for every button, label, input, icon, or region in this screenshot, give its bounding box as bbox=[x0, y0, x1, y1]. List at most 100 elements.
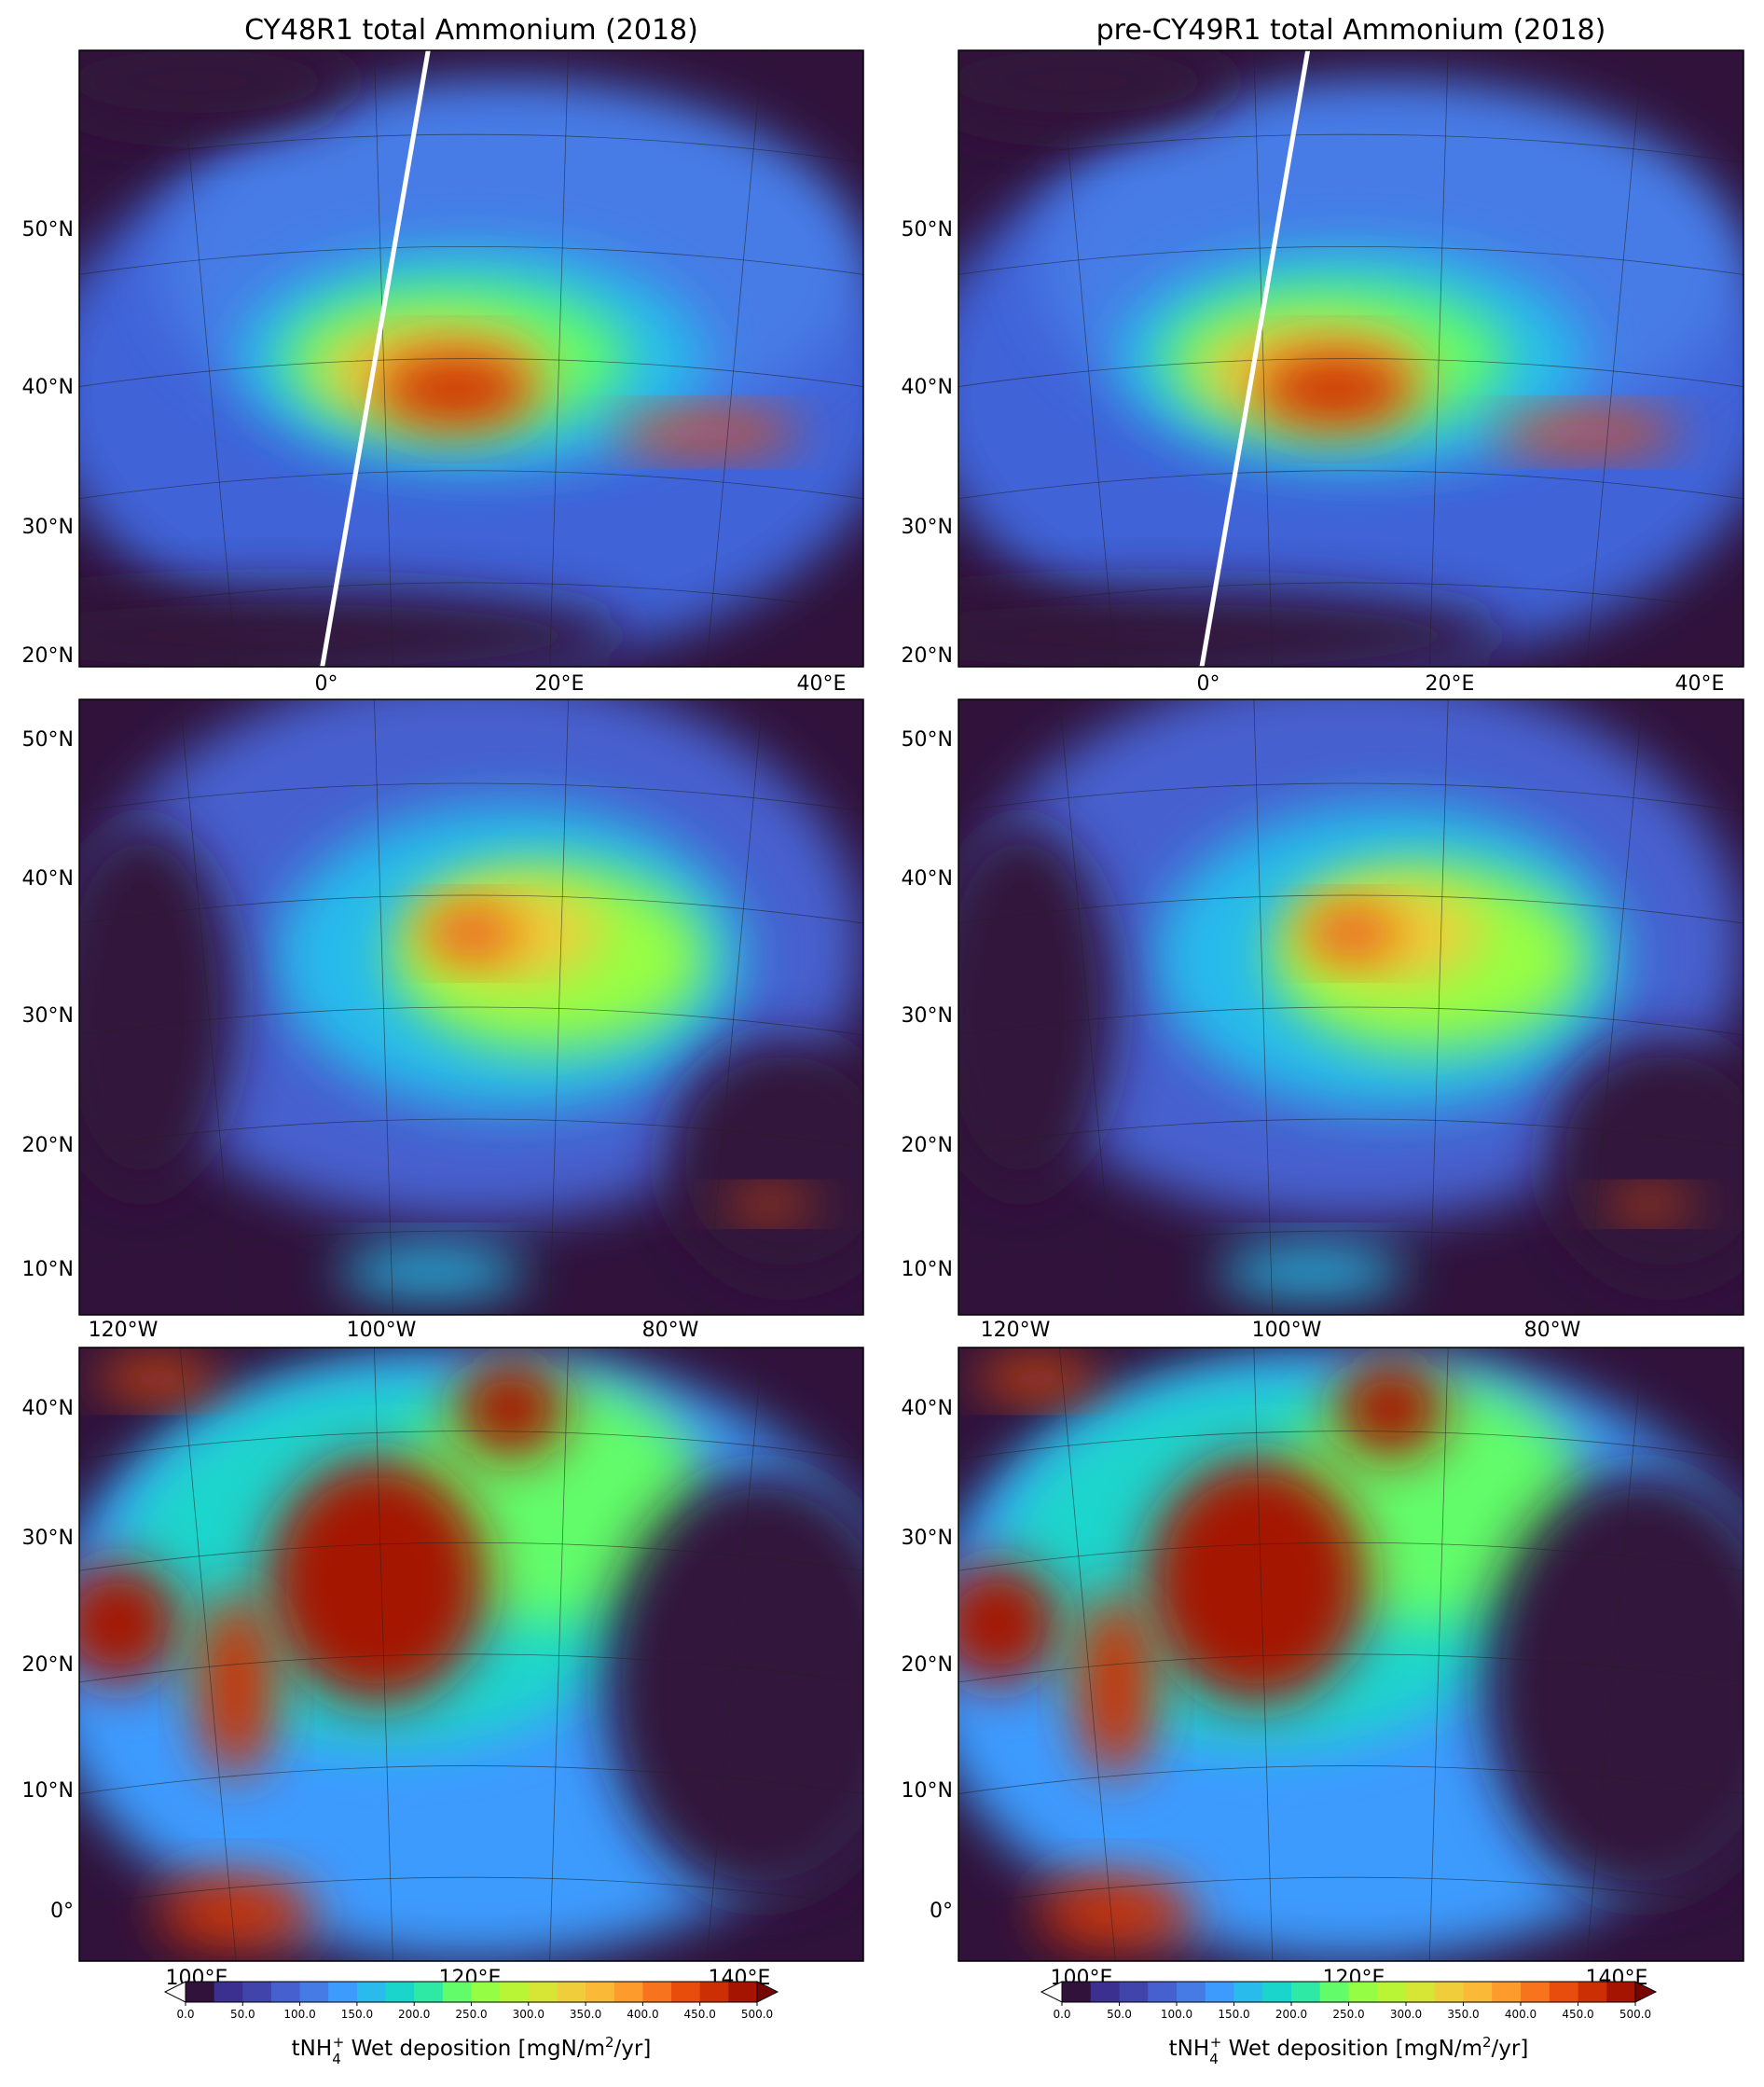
colorbar-bin bbox=[1492, 1982, 1521, 2002]
colorbar-tick-label: 150.0 bbox=[1218, 2008, 1249, 2021]
colorbar-label-part: tNH bbox=[1169, 2037, 1210, 2061]
field-region bbox=[1602, 1192, 1696, 1216]
colorbar-bin bbox=[614, 1982, 643, 2002]
lon-label: 40°E bbox=[797, 672, 847, 696]
lat-label: 40°N bbox=[902, 867, 953, 891]
colorbar-bin bbox=[328, 1982, 357, 2002]
lat-label: 30°N bbox=[22, 1527, 74, 1550]
colorbar-bin bbox=[1578, 1982, 1607, 2002]
field-region bbox=[1257, 352, 1413, 426]
colorbar-tick-label: 200.0 bbox=[398, 2008, 430, 2021]
lat-label: 50°N bbox=[902, 728, 953, 752]
colorbar-label: tNH4+ Wet deposition [mgN/m2/yr] bbox=[1169, 2034, 1529, 2067]
field-region bbox=[378, 352, 534, 426]
colorbar-bin bbox=[242, 1982, 271, 2002]
field-region bbox=[197, 1593, 275, 1776]
colorbar-tick-label: 150.0 bbox=[341, 2008, 373, 2021]
field-region bbox=[668, 1038, 903, 1284]
field-region bbox=[613, 414, 801, 451]
field-region bbox=[1493, 414, 1681, 451]
panel-title: pre-CY49R1 total Ammonium (2018) bbox=[1096, 14, 1606, 47]
field-region bbox=[40, 32, 353, 131]
colorbar-bin bbox=[1177, 1982, 1206, 2002]
lat-label: 30°N bbox=[902, 516, 953, 539]
field-region bbox=[95, 1360, 221, 1396]
colorbar-bin bbox=[1550, 1982, 1578, 2002]
colorbar-bin bbox=[1349, 1982, 1378, 2002]
field-region bbox=[456, 1360, 566, 1458]
field-region bbox=[1218, 1247, 1406, 1296]
colorbar-label-part: + bbox=[1210, 2034, 1222, 2051]
field-region bbox=[1303, 908, 1398, 958]
colorbar-bin bbox=[271, 1982, 300, 2002]
colorbar-label-part: + bbox=[333, 2034, 345, 2051]
colorbar-label-part: tNH bbox=[292, 2037, 333, 2061]
panel-title: CY48R1 total Ammonium (2018) bbox=[244, 14, 698, 47]
lat-label: 40°N bbox=[902, 376, 953, 399]
colorbar-tick-label: 500.0 bbox=[1619, 2008, 1651, 2021]
lat-label: 10°N bbox=[22, 1779, 74, 1803]
colorbar-tick-label: 50.0 bbox=[230, 2008, 255, 2021]
colorbar-label-part: 2 bbox=[1482, 2034, 1492, 2051]
colorbar-bin bbox=[472, 1982, 501, 2002]
colorbar-tick-label: 0.0 bbox=[176, 2008, 194, 2021]
lat-label: 40°N bbox=[22, 1397, 74, 1420]
colorbar-label-part: Wet deposition [mgN/m bbox=[1221, 2037, 1482, 2061]
lat-label: 50°N bbox=[22, 218, 74, 242]
lon-label: 0° bbox=[1197, 672, 1220, 696]
colorbar-bin bbox=[586, 1982, 614, 2002]
colorbar-label-part: 4 bbox=[1209, 2051, 1219, 2067]
colorbar-tick-label: 400.0 bbox=[1505, 2008, 1537, 2021]
colorbar-label-part: /yr] bbox=[614, 2037, 652, 2061]
colorbar-bin bbox=[1062, 1982, 1091, 2002]
colorbar-tick-label: 100.0 bbox=[1161, 2008, 1192, 2021]
field-region bbox=[935, 1562, 1061, 1685]
field-region bbox=[424, 908, 518, 958]
lon-label: 40°E bbox=[1675, 672, 1725, 696]
field-region bbox=[974, 1360, 1100, 1396]
colorbar-bin bbox=[1234, 1982, 1263, 2002]
lat-label: 10°N bbox=[902, 1779, 953, 1803]
colorbar-bin bbox=[186, 1982, 214, 2002]
lat-label: 0° bbox=[930, 1900, 953, 1923]
map-panel bbox=[927, 669, 1764, 1315]
colorbar-bin bbox=[386, 1982, 415, 2002]
colorbar-tick-label: 100.0 bbox=[283, 2008, 315, 2021]
lat-label: 30°N bbox=[22, 516, 74, 539]
colorbar-tick-label: 350.0 bbox=[570, 2008, 601, 2021]
lon-label: 100°W bbox=[347, 1319, 417, 1342]
lon-label: 120°W bbox=[981, 1319, 1051, 1342]
lat-label: 20°N bbox=[22, 1653, 74, 1677]
colorbar-bin bbox=[357, 1982, 386, 2002]
lat-label: 50°N bbox=[22, 728, 74, 752]
colorbar-tick-label: 300.0 bbox=[513, 2008, 544, 2021]
field-region bbox=[1076, 1593, 1154, 1776]
colorbar-bin bbox=[671, 1982, 700, 2002]
colorbar-bin bbox=[1521, 1982, 1550, 2002]
colorbar-tick-label: 350.0 bbox=[1447, 2008, 1479, 2021]
field-region bbox=[1335, 1360, 1445, 1458]
colorbar-bin bbox=[500, 1982, 529, 2002]
map-panel bbox=[48, 669, 903, 1315]
lon-label: 120°W bbox=[89, 1319, 158, 1342]
field-region bbox=[919, 32, 1233, 131]
colorbar-tick-label: 450.0 bbox=[1562, 2008, 1593, 2021]
lon-label: 20°E bbox=[535, 672, 585, 696]
colorbar-tick-label: 250.0 bbox=[1332, 2008, 1364, 2021]
field-region bbox=[338, 1247, 527, 1296]
field-region bbox=[604, 1471, 917, 1900]
colorbar-bin bbox=[443, 1982, 472, 2002]
colorbar-tick-label: 50.0 bbox=[1107, 2008, 1132, 2021]
colorbar-label-part: /yr] bbox=[1492, 2037, 1529, 2061]
lat-label: 30°N bbox=[902, 1004, 953, 1028]
field-region bbox=[268, 1458, 487, 1703]
colorbar-bin bbox=[1262, 1982, 1291, 2002]
lat-label: 20°N bbox=[22, 644, 74, 668]
field-region bbox=[1147, 1458, 1367, 1703]
colorbar-bin bbox=[1320, 1982, 1349, 2002]
lat-label: 40°N bbox=[22, 376, 74, 399]
lat-label: 20°N bbox=[902, 1134, 953, 1157]
colorbar-tick-label: 200.0 bbox=[1275, 2008, 1307, 2021]
